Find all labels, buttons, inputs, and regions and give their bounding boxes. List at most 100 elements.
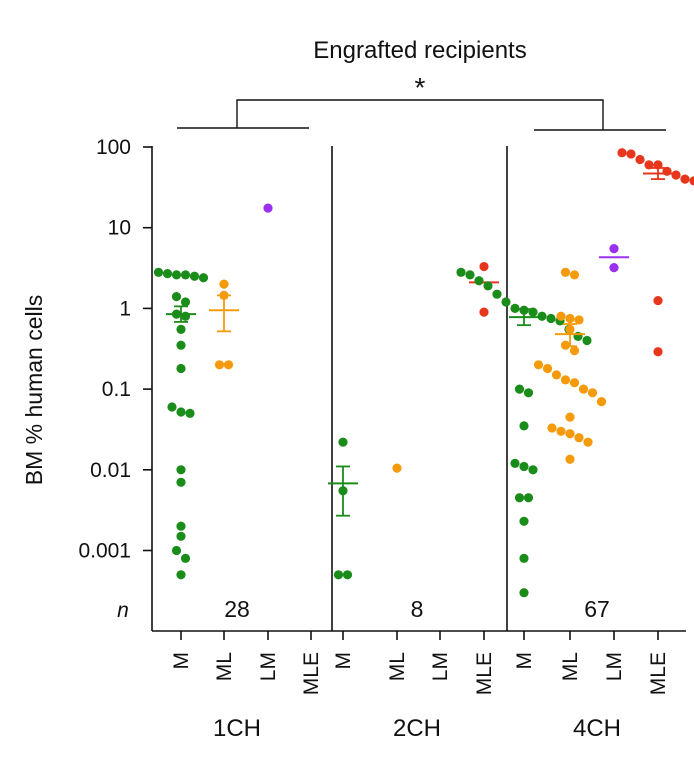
data-point: [392, 463, 402, 473]
x-tick-label: ML: [386, 652, 409, 681]
data-point: [689, 176, 694, 186]
data-point: [574, 315, 584, 325]
data-point: [176, 531, 186, 541]
data-point: [596, 397, 607, 407]
data-point: [214, 360, 225, 370]
data-point: [574, 433, 584, 443]
data-point: [547, 423, 557, 433]
data-point: [519, 588, 529, 598]
data-point: [483, 281, 493, 291]
n-count-4ch: 67: [584, 596, 610, 622]
data-point: [523, 493, 534, 503]
data-point: [171, 270, 182, 280]
data-point: [560, 375, 571, 385]
data-point: [519, 461, 529, 472]
data-point: [528, 465, 538, 475]
data-point: [456, 267, 466, 277]
data-point: [546, 313, 556, 324]
x-tick-label: M: [332, 652, 355, 670]
data-point: [556, 311, 566, 321]
x-tick-label: LM: [603, 652, 626, 681]
significance-marker: *: [415, 72, 426, 103]
data-point: [569, 345, 580, 356]
data-point: [176, 340, 186, 350]
data-point: [569, 270, 580, 280]
data-point: [180, 297, 191, 307]
y-tick-label: 100: [96, 136, 131, 159]
data-point: [653, 347, 663, 357]
chart-title: Engrafted recipients: [313, 37, 526, 64]
data-point: [474, 276, 484, 286]
data-point: [171, 545, 182, 556]
data-point: [223, 360, 234, 370]
data-point: [492, 289, 502, 299]
data-point: [560, 267, 571, 277]
x-tick-label: LM: [257, 652, 280, 681]
data-point: [176, 465, 186, 475]
x-tick-label: ML: [559, 652, 582, 681]
group-labels: 28 1CH 8 2CH 67 4CH: [213, 596, 621, 742]
data-point: [587, 388, 598, 398]
data-point: [176, 477, 186, 487]
data-point: [565, 429, 575, 439]
x-tick-label: LM: [429, 652, 452, 681]
data-point: [176, 363, 186, 374]
data-point: [617, 148, 627, 158]
data-point: [537, 311, 547, 321]
x-tick-label: MLE: [473, 652, 496, 695]
x-tick-label: ML: [213, 652, 236, 681]
data-point: [185, 408, 195, 418]
data-point: [626, 149, 636, 159]
data-point: [338, 437, 348, 447]
x-ticks: M ML LM MLE M ML LM MLE M ML LM MLE: [170, 631, 670, 695]
data-point: [680, 174, 690, 184]
y-tick-label: 0.001: [78, 540, 131, 563]
data-point: [162, 268, 173, 279]
group-label-2ch: 2CH: [393, 715, 441, 742]
data-point: [176, 324, 186, 334]
data-point: [180, 553, 191, 563]
y-tick-label: 0.01: [90, 459, 131, 482]
data-point: [510, 458, 520, 469]
y-tick-label: 1: [119, 297, 131, 320]
x-tick-label: MLE: [300, 652, 323, 695]
data-point: [519, 421, 529, 431]
data-point: [519, 516, 529, 526]
data-point: [263, 203, 273, 213]
data-point: [565, 412, 575, 422]
data-point: [176, 570, 186, 580]
data-point: [180, 311, 191, 321]
n-row-label: n: [117, 599, 129, 622]
data-point: [542, 363, 553, 374]
data-point: [180, 270, 191, 280]
data-point: [582, 335, 592, 346]
data-point: [465, 270, 475, 280]
n-count-1ch: 28: [224, 596, 250, 622]
data-point: [635, 154, 645, 165]
data-point: [565, 454, 575, 464]
data-point: [609, 263, 619, 273]
y-axis-label: BM % human cells: [21, 295, 47, 485]
data-point: [578, 384, 589, 394]
data-point: [653, 295, 663, 306]
data-point: [333, 570, 344, 580]
data-point: [514, 384, 525, 394]
data-point: [501, 297, 511, 307]
significance-bracket: [236, 99, 604, 130]
data-point: [510, 303, 520, 313]
data-point: [671, 170, 681, 180]
data-point: [479, 261, 489, 272]
data-point: [523, 388, 534, 398]
data-point: [342, 570, 353, 580]
data-point: [176, 407, 186, 417]
group-label-4ch: 4CH: [573, 715, 621, 742]
data-point: [198, 273, 209, 283]
data-point: [565, 313, 575, 324]
data-point: [219, 279, 229, 289]
data-marks: [153, 148, 694, 598]
data-point: [189, 271, 200, 281]
data-point: [551, 370, 562, 380]
data-point: [171, 292, 182, 302]
data-point: [560, 340, 571, 350]
